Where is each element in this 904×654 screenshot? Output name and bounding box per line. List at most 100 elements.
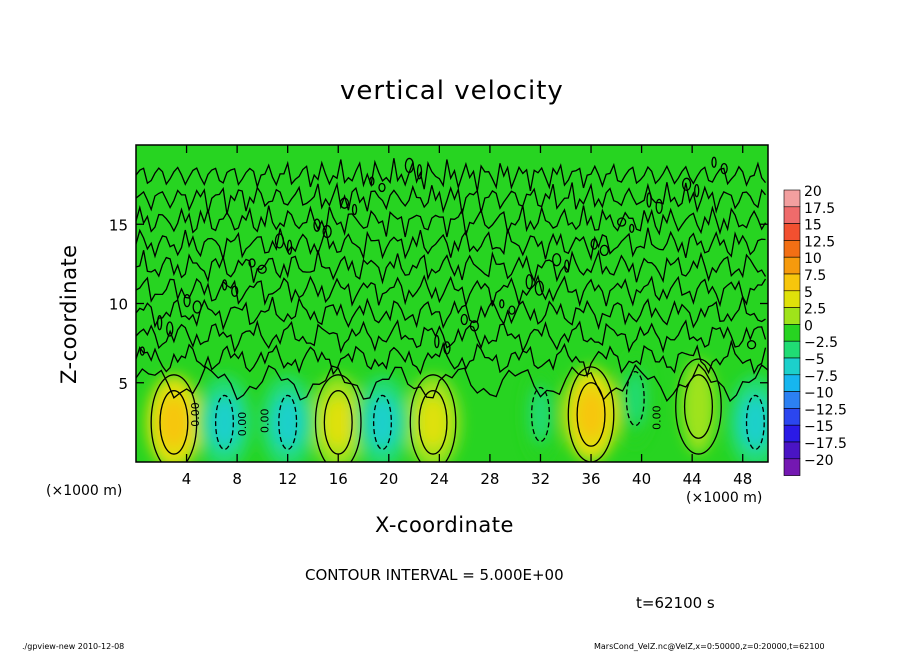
colorbar-label: 5 xyxy=(804,285,813,301)
colorbar-label: −20 xyxy=(804,453,834,469)
y-axis-label: Z-coordinate xyxy=(57,244,81,384)
contour-downdraft xyxy=(372,394,392,450)
contour-updraft xyxy=(409,374,457,462)
contour-updraft xyxy=(150,374,198,462)
x-unit-left: (×1000 m) xyxy=(46,483,123,499)
contour-cell-aloft xyxy=(192,300,202,314)
y-tick-label: 15 xyxy=(109,216,128,234)
colorbar-label: 7.5 xyxy=(804,268,826,284)
x-tick-label: 12 xyxy=(278,470,297,488)
contour-zero-line xyxy=(136,363,768,403)
downdraft-core xyxy=(740,396,768,449)
contour-cell-aloft xyxy=(286,239,293,255)
colorbar-cell xyxy=(783,357,801,376)
x-axis-label: X-coordinate xyxy=(375,513,514,537)
x-tick-label: 40 xyxy=(632,470,651,488)
x-tick-label: 20 xyxy=(379,470,398,488)
contour-aloft xyxy=(136,158,767,192)
contour-aloft xyxy=(136,181,767,215)
contour-cell-aloft xyxy=(369,176,375,186)
contour-cell-aloft xyxy=(681,177,692,191)
contour-aloft xyxy=(136,227,766,262)
contour-cell-aloft xyxy=(378,182,386,193)
x-tick-label: 8 xyxy=(232,470,242,488)
updraft-core xyxy=(417,396,449,449)
contour-aloft xyxy=(136,274,767,308)
contour-cell-aloft xyxy=(351,203,358,216)
contour-updraft xyxy=(314,374,362,462)
y-axis: 5 10 15 xyxy=(109,216,768,393)
colorbar-cell xyxy=(783,273,801,292)
contour-downdraft xyxy=(625,371,645,427)
colorbar-cell xyxy=(783,240,801,258)
colorbar-label: −5 xyxy=(804,352,825,368)
contour-cell-aloft xyxy=(248,258,256,268)
contour-aloft xyxy=(136,339,767,379)
contour-aloft xyxy=(136,205,767,238)
contour-cell-aloft xyxy=(443,341,451,355)
contour-cell-aloft xyxy=(525,274,533,290)
contour-cell-aloft xyxy=(460,313,468,326)
contour-cell-aloft xyxy=(564,259,570,273)
contour-label: 0.00 xyxy=(236,412,249,437)
colorbar-label: −2.5 xyxy=(804,335,838,351)
footer-right: MarsCond_VelZ.nc@VelZ,x=0:50000,z=0:2000… xyxy=(594,642,825,651)
downdraft-core xyxy=(367,396,398,449)
colorbar-label: −17.5 xyxy=(804,436,847,452)
colorbar-cell xyxy=(783,340,801,359)
contour-downdraft xyxy=(530,386,550,443)
contour-downdraft xyxy=(214,394,234,450)
colorbar-cell xyxy=(783,223,801,241)
time-label: t=62100 s xyxy=(636,594,715,612)
contour-cell-aloft xyxy=(590,238,598,250)
updraft-core xyxy=(323,396,354,449)
colorbar-cell xyxy=(783,189,801,208)
downdraft-core xyxy=(625,372,645,425)
contour-updraft xyxy=(675,358,722,455)
contour-aloft xyxy=(136,249,767,285)
contour-cell-aloft xyxy=(139,346,145,356)
contour-updraft-inner xyxy=(576,382,606,447)
contour-cell-aloft xyxy=(534,280,544,296)
x-tick-label: 32 xyxy=(531,470,550,488)
colorbar-cell xyxy=(783,374,801,392)
chart-title: vertical velocity xyxy=(340,76,564,106)
contour-cell-aloft xyxy=(694,183,700,198)
contour-cell-aloft xyxy=(156,315,163,331)
contour-updraft-inner xyxy=(159,390,189,455)
colorbar-cell xyxy=(783,424,801,443)
colorbar-cell xyxy=(783,290,801,308)
colorbar-label: −12.5 xyxy=(804,402,847,418)
downdraft-core xyxy=(531,388,550,441)
colorbar-cell xyxy=(783,256,801,275)
contour-label: 0.00 xyxy=(259,409,272,434)
colorbar-label: 10 xyxy=(804,251,822,267)
contour-cell-aloft xyxy=(552,253,562,267)
contour-cell-aloft xyxy=(616,217,627,227)
contour-aloft xyxy=(136,319,767,354)
x-tick-label: 28 xyxy=(480,470,499,488)
contour-cell-aloft xyxy=(231,285,239,297)
x-tick-label: 48 xyxy=(733,470,752,488)
downdraft-core xyxy=(272,396,303,449)
colorbar-cell xyxy=(783,324,801,342)
contour-updraft-inner xyxy=(418,390,448,455)
contour-label: 0.00 xyxy=(651,405,664,430)
x-tick-label: 16 xyxy=(329,470,348,488)
contour-cell-aloft xyxy=(720,162,728,175)
x-tick-label: 4 xyxy=(182,470,192,488)
colorbar-cell xyxy=(783,441,801,460)
colorbar-cell xyxy=(783,391,801,409)
colorbar-label: 20 xyxy=(804,184,822,200)
contour-interval: CONTOUR INTERVAL = 5.000E+00 xyxy=(305,566,564,584)
colorbar-label: 17.5 xyxy=(804,201,835,217)
contour-cell-aloft xyxy=(469,320,480,332)
contour-cell-aloft xyxy=(313,218,321,232)
contour-cell-aloft xyxy=(339,197,350,209)
colorbar-label: −15 xyxy=(804,419,834,435)
contour-cell-aloft xyxy=(508,305,516,315)
updraft-core xyxy=(689,380,708,433)
updraft-core xyxy=(158,396,190,449)
footer-left: ./gpview-new 2010-12-08 xyxy=(22,642,125,651)
